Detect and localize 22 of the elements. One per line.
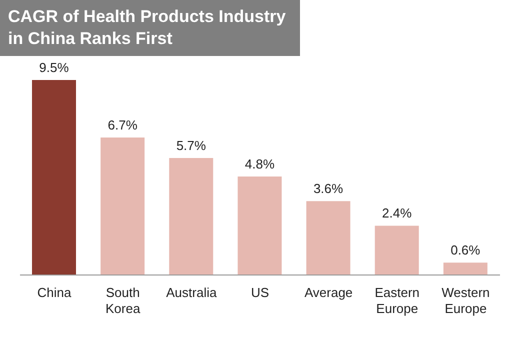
bar	[32, 80, 76, 275]
data-label: 4.8%	[244, 156, 275, 172]
data-label: 0.6%	[450, 242, 481, 258]
bar	[443, 262, 488, 275]
data-label: 9.5%	[39, 60, 70, 75]
bar	[238, 176, 282, 275]
chart-title: CAGR of Health Products Industry in China Ranks First	[0, 0, 300, 56]
data-label: 6.7%	[108, 117, 138, 132]
bar	[100, 137, 145, 275]
x-tick-label: Eastern Europe	[374, 285, 420, 316]
x-tick-label: China	[37, 285, 72, 300]
bar	[374, 226, 419, 275]
data-label: 3.6%	[313, 181, 344, 196]
bar	[306, 201, 350, 275]
x-tick-label: South Korea	[106, 285, 141, 316]
data-label: 2.4%	[382, 206, 412, 221]
bar	[169, 158, 214, 275]
x-tick-label: US	[250, 285, 270, 300]
x-tick-label: Australia	[166, 285, 218, 300]
data-label: 5.7%	[176, 138, 206, 153]
x-tick-label: Average	[304, 285, 353, 300]
x-tick-label: Western Europe	[442, 285, 490, 316]
